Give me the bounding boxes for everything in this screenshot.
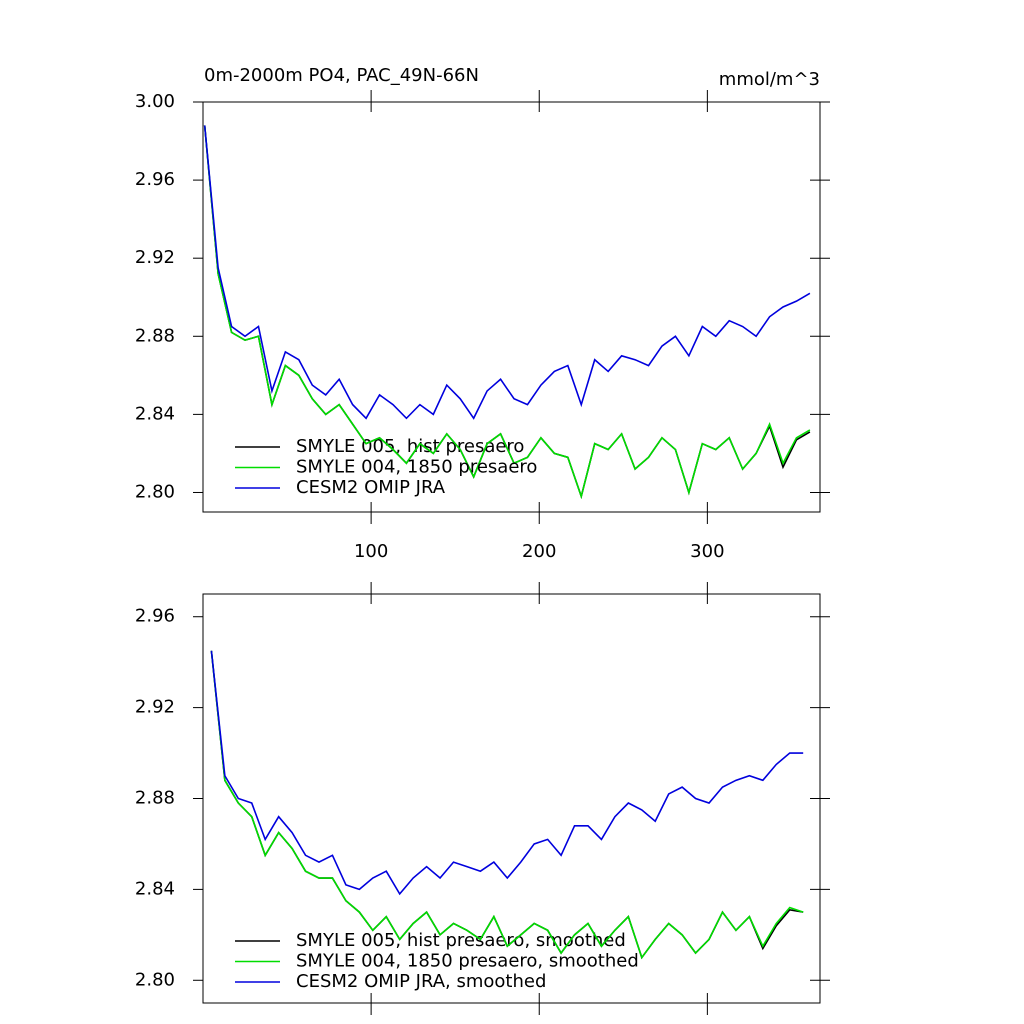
units-label: mmol/m^3 xyxy=(719,69,820,90)
x-tick-label: 300 xyxy=(690,541,724,562)
chart-title: 0m-2000m PO4, PAC_49N-66N xyxy=(204,65,479,86)
y-tick-label: 2.92 xyxy=(135,247,175,268)
legend-label: SMYLE 004, 1850 presaero xyxy=(296,457,537,478)
series-line xyxy=(210,650,804,960)
legend-label: SMYLE 005, hist presaero xyxy=(296,436,524,457)
series-line xyxy=(210,650,804,896)
y-tick-label: 2.96 xyxy=(135,169,175,190)
y-tick-label: 2.84 xyxy=(135,403,175,424)
plot-frame xyxy=(202,593,821,1004)
y-tick-label: 2.92 xyxy=(135,697,175,718)
legend-label: CESM2 OMIP JRA, smoothed xyxy=(296,971,546,992)
legend-label: CESM2 OMIP JRA xyxy=(296,477,446,498)
y-tick-label: 2.88 xyxy=(135,788,175,809)
series-line xyxy=(203,125,811,500)
series-line xyxy=(203,125,811,420)
series-line xyxy=(210,650,804,960)
x-tick-label: 100 xyxy=(354,541,388,562)
x-tick-label: 200 xyxy=(522,541,556,562)
y-tick-label: 2.96 xyxy=(135,606,175,627)
plot-frame xyxy=(202,101,821,513)
legend-label: SMYLE 005, hist presaero, smoothed xyxy=(296,930,626,951)
y-tick-label: 2.80 xyxy=(135,969,175,990)
y-tick-label: 2.84 xyxy=(135,878,175,899)
legend-label: SMYLE 004, 1850 presaero, smoothed xyxy=(296,951,639,972)
y-tick-label: 3.00 xyxy=(135,91,175,112)
y-tick-label: 2.80 xyxy=(135,481,175,502)
y-tick-label: 2.88 xyxy=(135,325,175,346)
